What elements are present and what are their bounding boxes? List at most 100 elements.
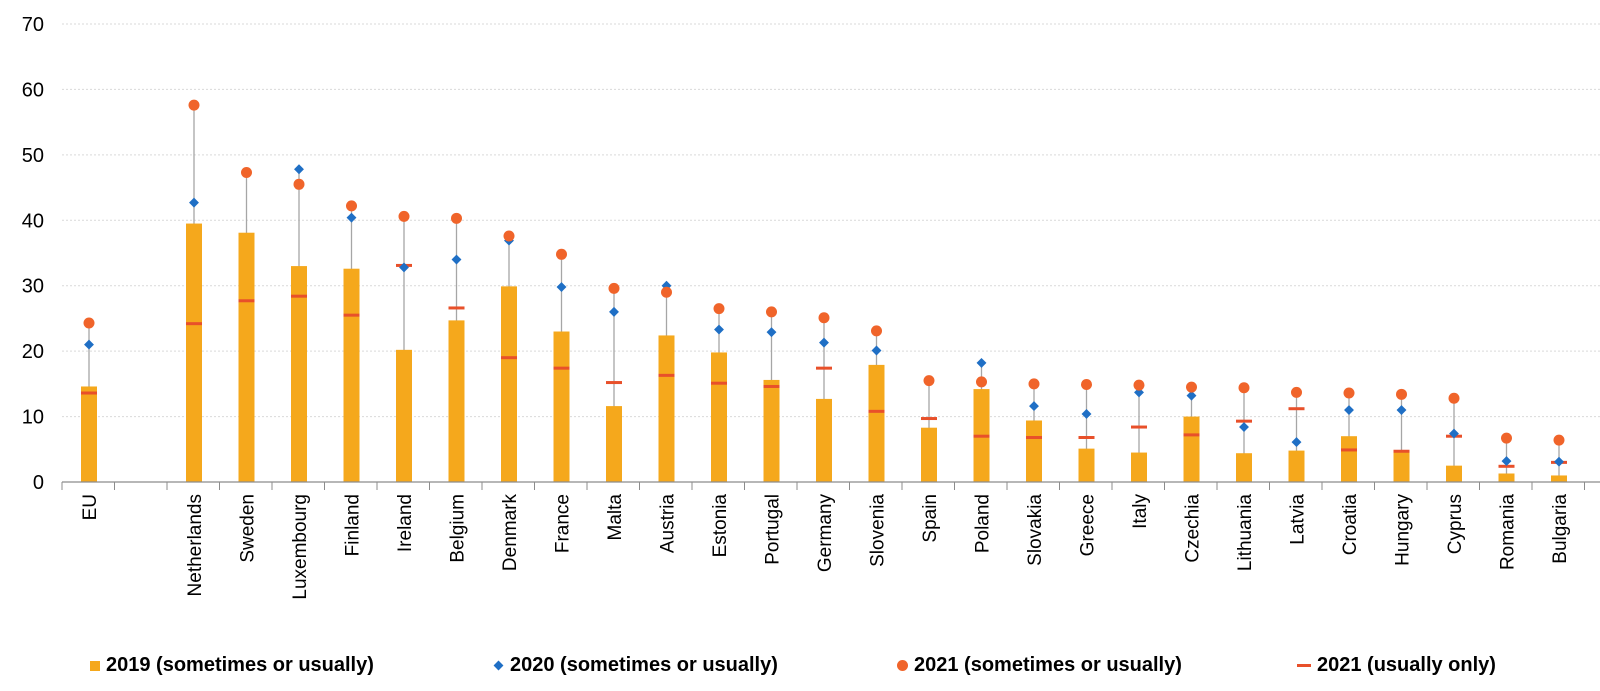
marker-2021 xyxy=(661,286,672,298)
marker-2020 xyxy=(609,306,619,317)
marker-2021-usually xyxy=(973,434,990,438)
x-tick-label: Bulgaria xyxy=(1550,494,1571,564)
marker-2021-usually xyxy=(1131,425,1147,429)
marker-2021 xyxy=(556,248,567,260)
x-tick-label: Czechia xyxy=(1183,494,1204,563)
x-tick-label: Italy xyxy=(1130,494,1151,529)
marker-2021 xyxy=(1291,386,1302,398)
bar-2019 xyxy=(1446,465,1462,482)
marker-2021-usually xyxy=(186,322,202,326)
bar-2019 xyxy=(1236,453,1252,482)
bars-2019 xyxy=(81,223,1567,483)
marker-2021 xyxy=(1448,392,1460,404)
marker-2021-usually xyxy=(81,391,97,395)
y-tick-label: 0 xyxy=(33,472,44,494)
marker-2021 xyxy=(1396,388,1407,400)
bar-2019 xyxy=(1288,450,1305,482)
marker-2021 xyxy=(1343,387,1355,399)
marker-2020 xyxy=(714,324,724,335)
bar-2019 xyxy=(1551,475,1567,482)
marker-2021 xyxy=(451,212,462,224)
marker-2020 xyxy=(346,212,357,223)
chart-legend: 2019 (sometimes or usually) 2020 (someti… xyxy=(0,652,1600,682)
legend-item-2021: 2021 (sometimes or usually) xyxy=(897,654,1182,677)
bar-2019 xyxy=(186,223,202,483)
marker-2021-usually xyxy=(763,384,780,388)
bar-2019 xyxy=(1026,420,1042,482)
marker-2020 xyxy=(399,262,409,273)
marker-2021-usually xyxy=(658,373,675,377)
bar-2019 xyxy=(868,364,885,482)
marker-2021 xyxy=(398,210,410,222)
marker-2021-usually xyxy=(1498,464,1515,468)
x-tick-label: Estonia xyxy=(710,494,731,558)
marker-2021 xyxy=(346,200,357,212)
y-axis-ticks: 0 10 20 30 40 50 60 70 xyxy=(22,14,44,494)
x-tick-label: Slovakia xyxy=(1025,494,1046,566)
y-tick-label: 20 xyxy=(22,341,44,363)
x-tick-label: EU xyxy=(80,494,101,520)
x-tick-label: Hungary xyxy=(1393,494,1414,566)
marker-2021-usually xyxy=(553,366,570,370)
legend-item-2019: 2019 (sometimes or usually) xyxy=(90,654,374,677)
y-tick-label: 30 xyxy=(22,276,44,298)
bar-2019 xyxy=(553,331,570,482)
marker-2020 xyxy=(1449,428,1459,439)
marker-2021-usually xyxy=(343,313,360,317)
bar-2019 xyxy=(711,352,727,482)
marker-2020 xyxy=(84,339,94,350)
marker-2020 xyxy=(1501,456,1512,467)
marker-2021 xyxy=(1081,379,1092,391)
marker-2021-usually xyxy=(921,417,937,421)
x-tick-label: Malta xyxy=(605,494,626,541)
bar-2019 xyxy=(291,266,307,482)
marker-2021-usually xyxy=(448,306,465,310)
x-tick-label: Belgium xyxy=(448,494,469,563)
y-tick-label: 60 xyxy=(22,79,44,101)
bar-2019 xyxy=(343,268,360,482)
bar-2019 xyxy=(396,349,412,482)
y-tick-label: 70 xyxy=(22,14,44,36)
marker-2021-usually xyxy=(1183,433,1200,437)
x-tick-label: Lithuania xyxy=(1235,494,1256,572)
x-tick-label: Portugal xyxy=(763,494,784,565)
marker-2020 xyxy=(1396,405,1407,415)
x-tick-label: Latvia xyxy=(1288,494,1309,545)
y-tick-label: 50 xyxy=(22,145,44,167)
bar-2019 xyxy=(816,398,832,482)
bar-2019 xyxy=(763,379,780,482)
marker-2020 xyxy=(1186,390,1197,401)
bar-2019 xyxy=(1393,451,1410,482)
marker-2021-usually xyxy=(711,381,727,385)
x-tick-label: Romania xyxy=(1498,494,1519,570)
marker-2021 xyxy=(871,325,882,337)
marker-2021-usually xyxy=(1026,436,1042,440)
marker-2020 xyxy=(1239,422,1249,432)
marker-2020 xyxy=(1029,401,1039,412)
marker-2021 xyxy=(503,230,515,242)
marker-2020 xyxy=(1344,405,1354,415)
marker-2021 xyxy=(1186,381,1197,393)
bar-2019 xyxy=(1498,473,1515,482)
marker-2021-usually xyxy=(291,294,307,298)
x-tick-label: Germany xyxy=(815,494,836,573)
bar-2019 xyxy=(1078,448,1095,482)
x-tick-label: Spain xyxy=(920,494,941,543)
legend-swatch-dot xyxy=(897,660,908,671)
marker-2021-usually xyxy=(816,366,832,370)
marker-2021 xyxy=(923,375,935,387)
marker-2021 xyxy=(976,376,987,388)
legend-swatch-dash xyxy=(1297,664,1311,667)
marker-2021 xyxy=(1238,382,1250,394)
marker-2020 xyxy=(451,254,462,265)
x-tick-label: Poland xyxy=(973,494,994,553)
legend-swatch-bar xyxy=(90,660,100,671)
bar-2019 xyxy=(448,320,465,482)
marker-2021-usually xyxy=(868,409,885,413)
bar-2019 xyxy=(606,406,622,482)
x-tick-label: France xyxy=(553,494,574,553)
x-tick-label: Austria xyxy=(658,494,679,554)
y-tick-label: 40 xyxy=(22,210,44,232)
marker-2020 xyxy=(1554,456,1564,467)
